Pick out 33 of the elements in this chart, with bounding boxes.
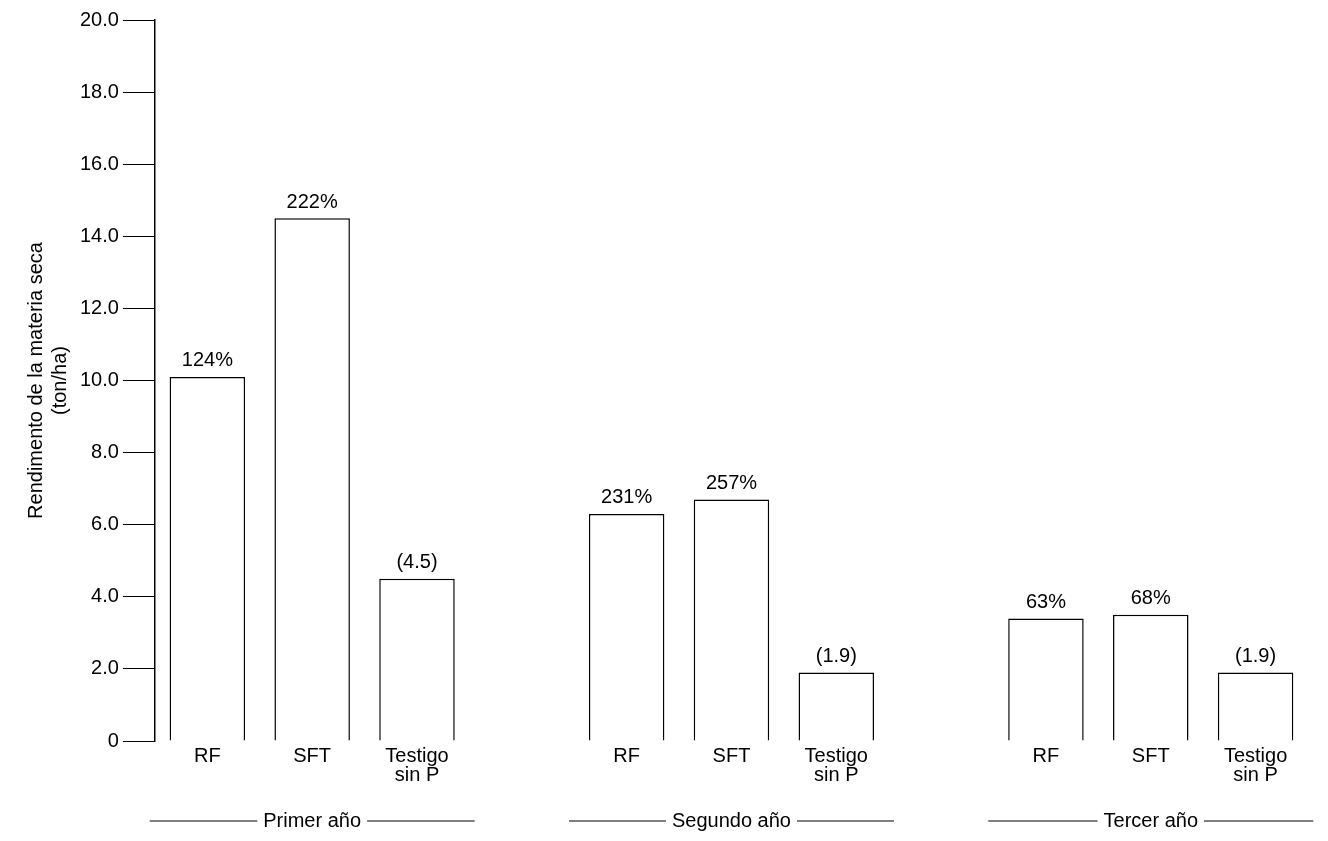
x-tick-label: RF <box>194 744 221 767</box>
x-tick-label: Testigo sin P <box>385 744 449 786</box>
y-tick-label: 12.0 <box>79 295 119 318</box>
y-tick-label: 16.0 <box>79 151 119 174</box>
text: Segundo año <box>671 808 791 831</box>
data-label: (4.5) <box>396 550 438 573</box>
text: Tercer año <box>1103 808 1199 831</box>
y-tick-label: 2.0 <box>91 656 119 679</box>
annotation: 63% <box>1025 589 1067 612</box>
x-tick-label: SFT <box>293 744 332 767</box>
y-tick-label: 14.0 <box>79 223 119 246</box>
x-tick-label: SFT <box>1131 744 1170 767</box>
annotation: 222% <box>286 189 338 212</box>
y-tick-label: 18.0 <box>79 79 119 102</box>
x-tick-label: SFT <box>712 744 751 767</box>
x-tick-label: Testigo sin P <box>1223 744 1288 786</box>
data-label: (1.9) <box>815 644 857 667</box>
annotation: 68% <box>1130 586 1171 609</box>
annotation: 231% <box>601 485 653 508</box>
y-tick-label: 10.0 <box>79 368 119 391</box>
x-tick-label: RF <box>1032 744 1060 767</box>
y-tick-label: 4.0 <box>91 584 119 607</box>
text: Primer año <box>263 808 362 831</box>
y-axis-title: Rendimento de la materia seca (ton/ha) <box>23 241 70 519</box>
y-tick-label: 20.0 <box>79 7 119 30</box>
annotation: 124% <box>181 348 234 371</box>
data-label: (1.9) <box>1235 644 1277 667</box>
y-tick-label: 0 <box>107 728 119 751</box>
y-tick-label: 6.0 <box>91 512 119 535</box>
annotation: 257% <box>705 470 758 493</box>
y-tick-label: 8.0 <box>91 440 119 463</box>
x-tick-label: RF <box>613 744 640 767</box>
x-tick-label: Testigo sin P <box>804 744 868 786</box>
